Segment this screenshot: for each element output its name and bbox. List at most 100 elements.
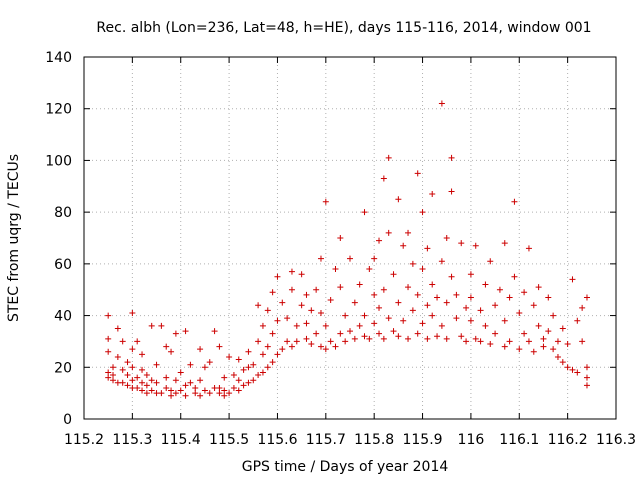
- y-tick-label: 20: [54, 360, 72, 376]
- data-point: [255, 338, 262, 345]
- data-point: [163, 343, 170, 350]
- x-tick-label: 116.1: [499, 432, 539, 448]
- x-tick-label: 116: [458, 432, 485, 448]
- data-points: [105, 100, 590, 399]
- data-point: [255, 372, 262, 379]
- data-point: [303, 291, 310, 298]
- data-point: [226, 353, 233, 360]
- data-point: [143, 390, 150, 397]
- x-tick-label: 115.2: [64, 432, 104, 448]
- data-point: [143, 372, 150, 379]
- data-point: [448, 154, 455, 161]
- data-point: [482, 322, 489, 329]
- data-point: [337, 235, 344, 241]
- y-tick-label: 120: [45, 102, 72, 118]
- data-point: [322, 198, 329, 205]
- data-point: [317, 255, 324, 262]
- data-point: [327, 338, 334, 345]
- data-point: [110, 377, 117, 384]
- data-point: [371, 255, 378, 262]
- data-point: [366, 335, 373, 342]
- data-point: [535, 322, 542, 329]
- data-point: [129, 346, 136, 353]
- data-point: [114, 325, 121, 332]
- data-point: [129, 309, 136, 316]
- data-point: [187, 361, 194, 368]
- data-point: [274, 317, 281, 324]
- data-point: [467, 294, 474, 301]
- data-point: [110, 364, 117, 371]
- data-point: [380, 335, 387, 342]
- data-point: [342, 338, 349, 345]
- data-point: [274, 351, 281, 358]
- data-point: [492, 330, 499, 337]
- data-point: [554, 338, 561, 345]
- data-point: [525, 245, 532, 252]
- data-point: [409, 260, 416, 267]
- data-point: [385, 154, 392, 161]
- data-point: [168, 348, 175, 355]
- data-point: [443, 299, 450, 306]
- data-point: [419, 209, 426, 216]
- data-point: [516, 346, 523, 353]
- data-point: [337, 330, 344, 337]
- data-point: [255, 302, 262, 309]
- data-point: [197, 377, 204, 384]
- data-point: [405, 229, 412, 236]
- data-point: [477, 338, 484, 345]
- data-point: [168, 387, 175, 394]
- data-point: [172, 390, 179, 397]
- plot-frame: [83, 56, 617, 420]
- data-point: [274, 273, 281, 280]
- data-point: [405, 284, 412, 291]
- data-point: [134, 338, 141, 345]
- data-point: [245, 364, 252, 371]
- data-point: [361, 312, 368, 319]
- data-point: [371, 320, 378, 327]
- data-point: [390, 271, 397, 278]
- data-point: [472, 335, 479, 342]
- data-point: [521, 330, 528, 337]
- data-point: [322, 346, 329, 353]
- data-point: [303, 335, 310, 342]
- x-axis-label: GPS time / Days of year 2014: [242, 459, 449, 475]
- data-point: [492, 302, 499, 309]
- data-point: [288, 268, 295, 275]
- data-point: [235, 356, 242, 363]
- data-point: [550, 312, 557, 319]
- data-point: [429, 281, 436, 288]
- data-point: [158, 322, 165, 329]
- x-tick-label: 116.3: [596, 432, 636, 448]
- data-point: [380, 286, 387, 293]
- data-point: [114, 353, 121, 360]
- x-tick-label: 115.9: [402, 432, 442, 448]
- data-point: [172, 377, 179, 384]
- data-point: [269, 359, 276, 366]
- data-point: [139, 351, 146, 358]
- data-point: [434, 294, 441, 301]
- data-point: [158, 390, 165, 397]
- data-point: [284, 338, 291, 345]
- data-point: [385, 315, 392, 322]
- data-point: [322, 322, 329, 329]
- data-point: [506, 338, 513, 345]
- data-point: [245, 348, 252, 355]
- y-tick-label: 140: [45, 50, 72, 66]
- data-point: [521, 289, 528, 296]
- data-point: [443, 235, 450, 241]
- data-point: [259, 351, 266, 358]
- data-point: [119, 366, 126, 373]
- data-point: [569, 366, 576, 373]
- data-point: [163, 384, 170, 391]
- data-point: [496, 286, 503, 293]
- x-tick-label: 115.3: [112, 432, 152, 448]
- data-point: [235, 387, 242, 394]
- data-point: [317, 309, 324, 316]
- data-point: [192, 390, 199, 397]
- data-point: [550, 346, 557, 353]
- data-point: [443, 335, 450, 342]
- data-point: [298, 302, 305, 309]
- data-point: [371, 291, 378, 298]
- data-point: [356, 322, 363, 329]
- data-point: [293, 338, 300, 345]
